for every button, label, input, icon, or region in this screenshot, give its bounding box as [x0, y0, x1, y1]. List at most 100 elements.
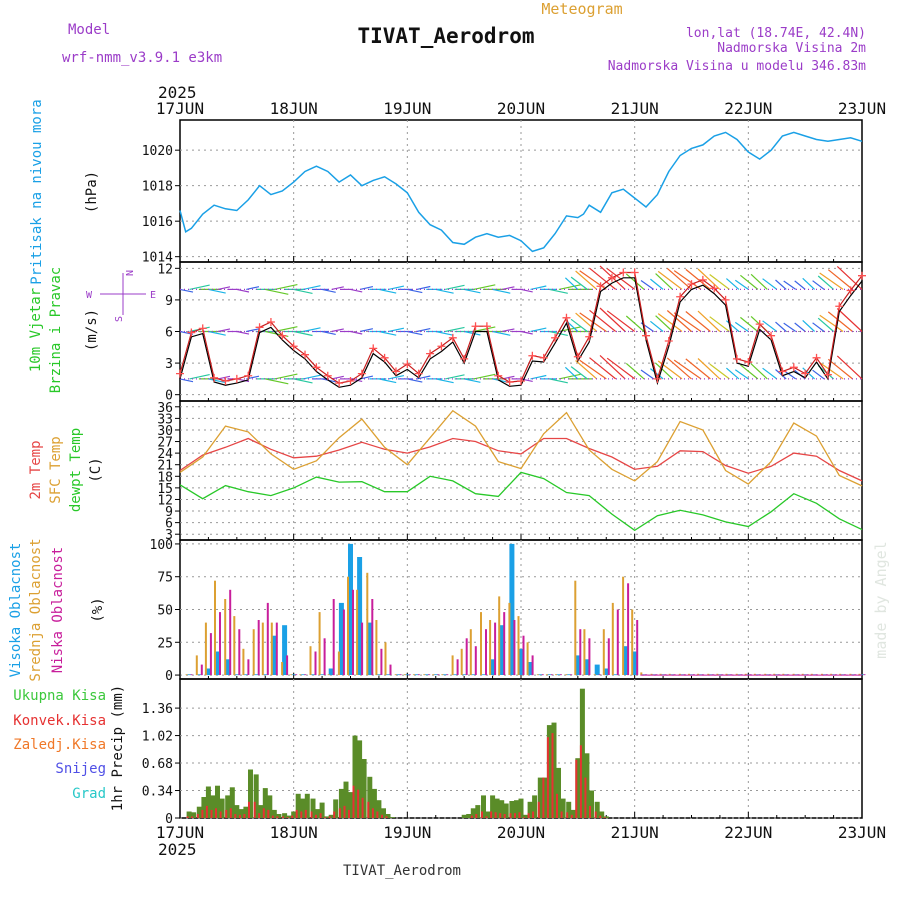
precip-conv-bar — [503, 814, 506, 818]
legend-ukupna: Ukupna Kisa — [13, 688, 106, 704]
cloud-mid-bar — [233, 616, 236, 676]
bottom-date-label: 21JUN — [611, 823, 659, 842]
wind-barb — [208, 330, 226, 336]
cloud-unit-label: (%) — [90, 597, 106, 622]
compass-north: N — [123, 270, 134, 276]
wind-barb — [775, 369, 787, 380]
gust-marker — [539, 353, 548, 362]
wind-barb — [640, 280, 654, 290]
wind-barb — [589, 357, 617, 380]
precip-conv-bar — [210, 809, 213, 818]
cloud-low-bar — [550, 674, 553, 676]
wind-barb — [416, 285, 431, 290]
wind-barb — [179, 378, 194, 383]
y-tick-label: 50 — [157, 604, 173, 619]
precip-conv-bar — [570, 814, 573, 818]
cloud-low-bar — [456, 659, 459, 675]
precip-conv-bar — [599, 815, 602, 818]
y-tick-label: 30 — [157, 424, 173, 439]
cloud-mid-bar — [327, 674, 330, 676]
precip-total-bar — [532, 795, 538, 818]
wind-barb — [819, 362, 844, 380]
cloud-high-bar — [404, 674, 410, 676]
wind-barb — [812, 369, 825, 380]
gust-marker — [676, 292, 685, 301]
precip-total-bar — [485, 811, 491, 818]
y-tick-label: 1020 — [142, 144, 173, 159]
gust-marker — [812, 353, 821, 362]
precip-total-bar — [310, 798, 316, 818]
cloud-mid-bar — [460, 648, 463, 675]
gust-marker — [312, 363, 321, 372]
precip-total-bar — [376, 800, 382, 818]
bottom-date-label: 23JUN — [838, 823, 886, 842]
y-tick-label: 0 — [165, 812, 173, 827]
cloud-mid-bar — [574, 580, 577, 676]
wind-barb — [293, 378, 313, 384]
y-tick-label: 12 — [157, 262, 173, 277]
precip-conv-bar — [518, 812, 521, 818]
y-tick-label: 3 — [165, 528, 173, 543]
cloud-low-bar — [247, 659, 250, 675]
gust-marker — [346, 376, 355, 385]
precip-total-bar — [271, 809, 277, 818]
wind-barb — [685, 358, 711, 380]
precip-conv-bar — [253, 801, 256, 818]
precip-conv-bar — [248, 801, 250, 818]
gust-marker — [460, 354, 469, 363]
precip-total-bar — [589, 790, 594, 818]
precip-total-bar — [338, 788, 344, 818]
wind-barb — [657, 313, 683, 332]
cloud-high-bar — [376, 674, 382, 676]
cloud-high-bar — [433, 674, 439, 676]
precip-conv-bar — [556, 793, 558, 818]
cloud-mid-bar — [611, 602, 614, 675]
precip-conv-bar — [238, 814, 241, 818]
top-date-label: 21JUN — [611, 99, 659, 118]
precip-total-bar — [186, 811, 192, 818]
precip-total-bar — [599, 811, 605, 818]
compass-west: W — [86, 290, 93, 301]
cloud-high-bar — [566, 674, 572, 676]
precip-total-bar — [560, 798, 566, 818]
wind-side-label-1: 10m Vjetar — [28, 288, 44, 372]
temp-side-label-dew: dewpt Temp — [68, 428, 84, 512]
precip-conv-bar — [514, 813, 516, 818]
gust-marker — [551, 333, 560, 342]
compass-east: E — [150, 290, 156, 301]
wind-barb — [666, 310, 692, 332]
wind-barb — [302, 285, 321, 290]
pressure-panel: Pritisak na nivou mora (hPa) 1014 1016 101… — [29, 99, 863, 285]
wind-barb — [775, 321, 787, 332]
wind-barb — [570, 318, 588, 332]
cloud-mid-bar — [764, 673, 767, 676]
wind-barb — [359, 286, 374, 290]
wind-barb — [740, 316, 759, 332]
cloud-mid-bar — [366, 572, 369, 676]
cloud-low-bar — [446, 674, 449, 676]
gust-marker — [232, 374, 241, 383]
gust-marker — [494, 371, 503, 380]
precip-conv-bar — [262, 808, 265, 818]
cloud-low-bar — [417, 674, 420, 676]
cloud-mid-bar — [839, 673, 842, 676]
precip-conv-bar — [603, 817, 606, 818]
wind-barb — [827, 269, 853, 290]
cloud-mid-bar — [622, 576, 625, 675]
precip-conv-bar — [205, 805, 208, 818]
precip-total-bar — [381, 808, 386, 818]
cloud-low-bar — [627, 583, 630, 676]
precip-conv-bar — [229, 808, 232, 818]
gust-marker — [391, 367, 400, 376]
precip-total-bar — [371, 788, 377, 818]
precip-conv-bar — [319, 813, 322, 818]
gust-marker — [823, 370, 832, 379]
temp-dew-line — [179, 471, 863, 532]
y-tick-label: 15 — [157, 482, 173, 497]
wind-barb — [762, 278, 778, 290]
precip-total-bar — [470, 808, 476, 818]
wind-barb — [836, 355, 863, 380]
precip-conv-bar — [532, 811, 535, 818]
wind-barb — [750, 273, 768, 290]
gust-marker — [187, 328, 196, 337]
